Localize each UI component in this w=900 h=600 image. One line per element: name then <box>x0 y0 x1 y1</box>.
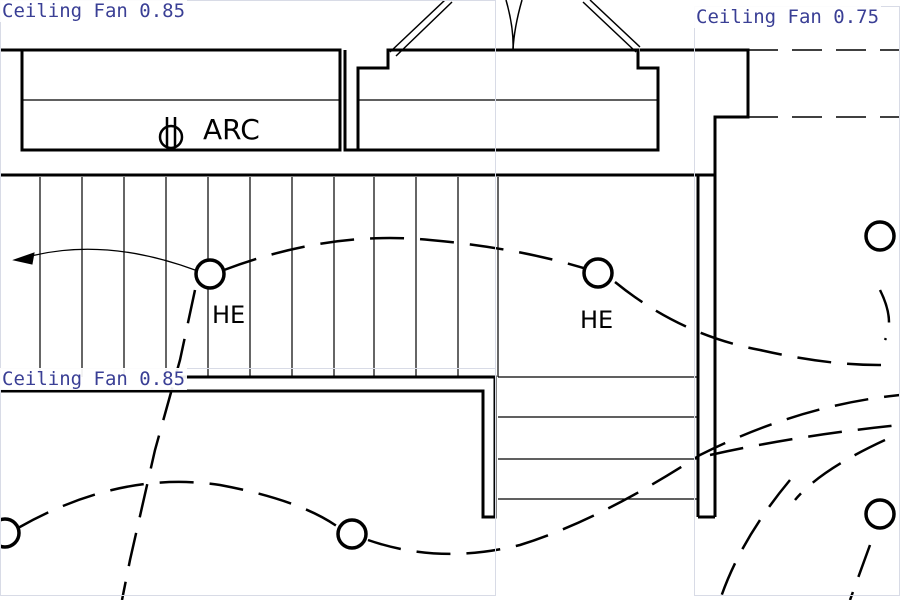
door-swing-lines <box>389 0 641 57</box>
detection-label-3: Ceiling Fan 0.85 <box>0 368 188 390</box>
detection-label-2-class: Ceiling Fan <box>696 6 822 28</box>
fixture-symbol-2 <box>582 257 614 289</box>
detection-label-1-class: Ceiling Fan <box>2 0 128 22</box>
detection-label-1-score: 0.85 <box>139 0 186 22</box>
outlet-symbol <box>158 117 184 150</box>
detection-label-2: Ceiling Fan 0.75 <box>694 6 882 28</box>
hatch-lines <box>39 177 499 377</box>
fixture-symbol-4 <box>336 518 368 550</box>
fixture-symbol-3 <box>864 220 896 252</box>
leader-arrow <box>12 248 196 271</box>
fixture-symbol-5 <box>0 517 21 549</box>
detection-label-2-score: 0.75 <box>833 6 880 28</box>
room-label: ARC <box>203 113 260 146</box>
fixture-symbols <box>0 220 896 550</box>
switch-circuits <box>17 236 900 600</box>
fixture-symbol-6 <box>864 498 896 530</box>
stair-treads <box>498 376 698 500</box>
detection-label-1: Ceiling Fan 0.85 <box>0 0 188 22</box>
hidden-lines <box>748 49 900 118</box>
detection-box-2 <box>694 6 900 596</box>
detection-box-3 <box>0 368 496 596</box>
outlet-label-2: HE <box>580 306 613 334</box>
outlet-label-1: HE <box>212 301 245 329</box>
detection-label-3-class: Ceiling Fan <box>2 368 128 390</box>
fixture-symbol-1 <box>194 258 226 290</box>
detection-label-3-score: 0.85 <box>139 368 186 390</box>
